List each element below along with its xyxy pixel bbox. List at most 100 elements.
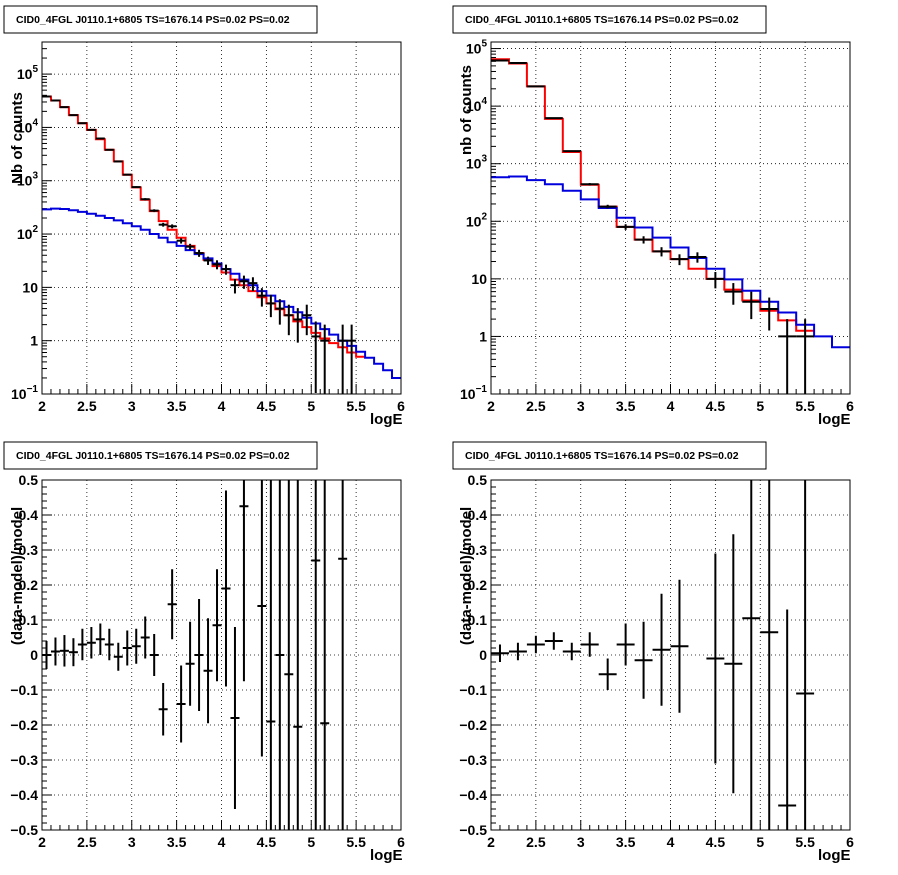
- y-tick-label: −0.3: [10, 752, 38, 768]
- x-axis-label: logE: [370, 411, 403, 428]
- y-axis-label: Nb of counts: [9, 92, 26, 184]
- y-tick-label: 10−1: [11, 384, 38, 402]
- x-axis-label: logE: [370, 847, 403, 864]
- x-tick-label: 5: [756, 834, 764, 850]
- y-tick-label: 0.4: [468, 507, 488, 523]
- panel-counts-right: CID0_4FGL J0110.1+6805 TS=1676.14 PS=0.0…: [452, 5, 854, 428]
- x-axis-label: logE: [818, 847, 851, 864]
- x-tick-label: 4: [667, 398, 675, 414]
- model-series-line: [42, 95, 366, 358]
- panel-residuals-left: CID0_4FGL J0110.1+6805 TS=1676.14 PS=0.0…: [3, 441, 405, 864]
- y-tick-label: 0.1: [19, 612, 39, 628]
- y-tick-label: 104: [17, 117, 39, 135]
- y-tick-label: −0.1: [10, 682, 38, 698]
- x-tick-label: 5.5: [795, 398, 815, 414]
- y-tick-label: 0.2: [468, 577, 488, 593]
- model-series-line: [491, 58, 815, 332]
- x-tick-label: 2.5: [77, 834, 97, 850]
- x-tick-label: 3.5: [167, 834, 187, 850]
- y-tick-label: −0.5: [459, 822, 487, 838]
- y-tick-label: −0.1: [459, 682, 487, 698]
- x-tick-label: 5.5: [346, 834, 366, 850]
- y-tick-label: 102: [466, 211, 488, 229]
- plot-frame: [41, 479, 402, 831]
- x-tick-label: 6: [397, 834, 405, 850]
- x-tick-label: 5: [307, 398, 315, 414]
- panel-residuals-right: CID0_4FGL J0110.1+6805 TS=1676.14 PS=0.0…: [452, 441, 854, 864]
- x-tick-label: 2.5: [77, 398, 97, 414]
- y-tick-label: 0.5: [19, 472, 39, 488]
- title-box: [452, 441, 767, 470]
- y-tick-label: −0.2: [459, 717, 487, 733]
- x-tick-label: 4: [667, 834, 675, 850]
- x-axis-label: logE: [818, 411, 851, 428]
- y-tick-label: −0.4: [459, 787, 487, 803]
- x-tick-label: 4.5: [706, 834, 726, 850]
- x-tick-label: 2: [487, 834, 495, 850]
- y-tick-label: 0.2: [19, 577, 39, 593]
- x-tick-label: 2: [38, 834, 46, 850]
- panel-title: CID0_4FGL J0110.1+6805 TS=1676.14 PS=0.0…: [465, 14, 739, 26]
- x-tick-label: 4: [218, 834, 226, 850]
- plot-frame: [490, 479, 851, 831]
- y-tick-label: 1: [30, 333, 38, 349]
- y-tick-label: −0.3: [459, 752, 487, 768]
- y-axis-label: nb of counts: [458, 65, 475, 155]
- x-tick-label: 3: [577, 398, 585, 414]
- panel-title: CID0_4FGL J0110.1+6805 TS=1676.14 PS=0.0…: [16, 450, 290, 462]
- x-tick-label: 4.5: [706, 398, 726, 414]
- x-tick-label: 2.5: [526, 834, 546, 850]
- model-series-line: [491, 175, 850, 349]
- title-box: [3, 5, 318, 34]
- x-tick-label: 3: [128, 398, 136, 414]
- x-tick-label: 5: [307, 834, 315, 850]
- x-tick-label: 6: [846, 398, 854, 414]
- y-tick-label: 103: [17, 171, 39, 189]
- title-box: [452, 5, 767, 34]
- panel-title: CID0_4FGL J0110.1+6805 TS=1676.14 PS=0.0…: [16, 14, 290, 26]
- title-box: [3, 441, 318, 470]
- y-axis-label: (data-model)/model: [458, 507, 475, 645]
- y-tick-label: 104: [466, 96, 488, 114]
- plot-area: [42, 95, 401, 394]
- y-tick-label: 0.3: [468, 542, 488, 558]
- x-tick-label: 2: [487, 398, 495, 414]
- x-tick-label: 3.5: [616, 834, 636, 850]
- x-tick-label: 4.5: [257, 398, 277, 414]
- y-tick-label: 0.1: [468, 612, 488, 628]
- x-tick-label: 6: [397, 398, 405, 414]
- y-tick-label: 0: [479, 647, 487, 663]
- y-tick-label: 105: [17, 64, 39, 82]
- x-tick-label: 5.5: [346, 398, 366, 414]
- x-tick-label: 3: [128, 834, 136, 850]
- y-tick-label: 0: [30, 647, 38, 663]
- x-tick-label: 4: [218, 398, 226, 414]
- y-tick-label: 10: [22, 279, 38, 295]
- y-tick-label: −0.2: [10, 717, 38, 733]
- plot-frame: [490, 41, 851, 395]
- x-tick-label: 2: [38, 398, 46, 414]
- x-tick-label: 6: [846, 834, 854, 850]
- x-tick-label: 4.5: [257, 834, 277, 850]
- x-tick-label: 3: [577, 834, 585, 850]
- x-tick-label: 3.5: [167, 398, 187, 414]
- y-tick-label: 0.5: [468, 472, 488, 488]
- plot-frame: [41, 41, 402, 395]
- plot-area: [42, 480, 348, 830]
- x-tick-label: 3.5: [616, 398, 636, 414]
- panel-counts-left: CID0_4FGL J0110.1+6805 TS=1676.14 PS=0.0…: [3, 5, 405, 428]
- y-tick-label: 0.3: [19, 542, 39, 558]
- x-tick-label: 5: [756, 398, 764, 414]
- y-tick-label: 10−1: [460, 384, 487, 402]
- plot-area: [491, 58, 850, 394]
- panel-title: CID0_4FGL J0110.1+6805 TS=1676.14 PS=0.0…: [465, 450, 739, 462]
- y-tick-label: −0.5: [10, 822, 38, 838]
- y-tick-label: 0.4: [19, 507, 39, 523]
- y-axis-label: (data-model)/model: [9, 507, 26, 645]
- y-tick-label: 105: [466, 39, 488, 57]
- y-tick-label: 10: [471, 271, 487, 287]
- plot-area: [491, 480, 815, 830]
- y-tick-label: −0.4: [10, 787, 38, 803]
- y-tick-label: 1: [479, 328, 487, 344]
